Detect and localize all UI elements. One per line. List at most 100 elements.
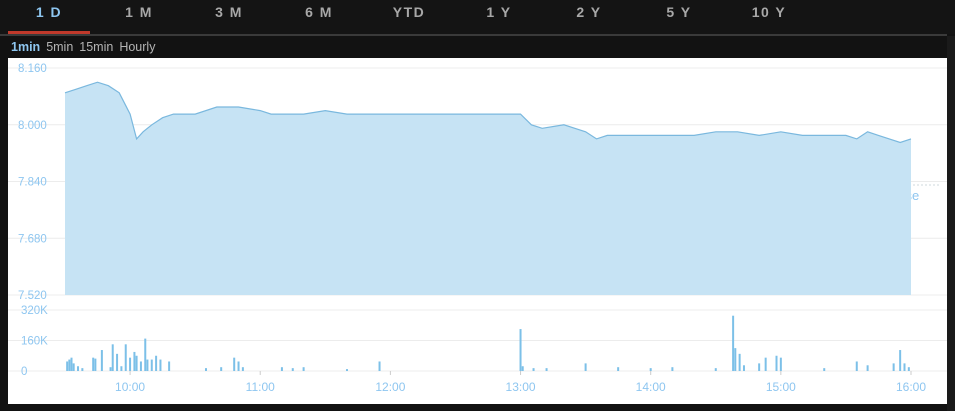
volume-bar — [519, 329, 522, 371]
volume-bar — [738, 353, 741, 371]
tabs-divider — [0, 34, 947, 36]
volume-bar — [649, 368, 652, 371]
volume-bar — [734, 348, 737, 371]
volume-bar — [124, 344, 127, 371]
range-tab-label: 10 Y — [751, 4, 787, 20]
volume-bar — [779, 357, 782, 371]
volume-bar — [72, 363, 75, 371]
range-tab-1d[interactable]: 1 D — [8, 0, 90, 34]
volume-bar — [220, 367, 223, 371]
volume-bar — [617, 367, 620, 371]
volume-bar — [70, 357, 73, 371]
volume-bar — [146, 359, 149, 371]
volume-bar — [775, 355, 778, 371]
volume-bar — [545, 368, 548, 371]
x-tick-label: 10:00 — [115, 380, 145, 394]
volume-bar — [346, 369, 348, 371]
volume-bar — [120, 366, 123, 371]
range-tab-3m[interactable]: 3 M — [188, 0, 270, 34]
price-area — [65, 82, 911, 295]
range-tab-label: 1 D — [35, 4, 63, 20]
volume-bar — [205, 368, 207, 371]
range-tab-ytd[interactable]: YTD — [368, 0, 450, 34]
volume-tick-label: 160K — [21, 336, 48, 348]
volume-bar — [280, 367, 283, 371]
range-tab-label: 1 M — [125, 4, 153, 20]
range-tab-label: 2 Y — [576, 4, 602, 20]
volume-bar — [378, 361, 381, 371]
volume-bar — [903, 363, 906, 371]
volume-bar — [532, 368, 535, 371]
volume-bar — [155, 355, 158, 371]
volume-bar — [144, 338, 147, 371]
x-tick-label: 16:00 — [896, 380, 926, 394]
range-tab-label: 1 Y — [486, 4, 512, 20]
range-tab-1m[interactable]: 1 M — [98, 0, 180, 34]
volume-bar — [233, 357, 236, 371]
x-tick-label: 14:00 — [636, 380, 666, 394]
volume-bar — [291, 368, 294, 371]
x-tick-label: 12:00 — [375, 380, 405, 394]
volume-bar — [68, 359, 71, 371]
volume-bar — [899, 350, 902, 371]
price-line — [64, 81, 912, 144]
interval-tab-15min[interactable]: 15min — [79, 40, 114, 54]
volume-bar — [109, 367, 112, 371]
x-tick-label: 13:00 — [506, 380, 536, 394]
volume-bar — [92, 357, 95, 371]
range-tab-2y[interactable]: 2 Y — [548, 0, 630, 34]
volume-bar — [129, 357, 132, 371]
volume-tick-label: 320K — [21, 305, 48, 317]
volume-bar — [100, 350, 103, 371]
volume-bar — [732, 315, 735, 371]
x-tick-label: 11:00 — [246, 380, 275, 394]
price-tick-label: 7.520 — [18, 290, 47, 302]
volume-bar — [855, 361, 858, 371]
volume-bar — [81, 368, 84, 371]
range-tab-label: 6 M — [305, 4, 333, 20]
volume-bar — [94, 358, 97, 371]
volume-bar — [866, 365, 869, 371]
price-tick-label: 7.680 — [18, 233, 47, 245]
range-tab-5y[interactable]: 5 Y — [638, 0, 720, 34]
volume-bar — [150, 359, 153, 371]
range-tab-label: 3 M — [215, 4, 243, 20]
interval-tab-1min[interactable]: 1min — [11, 40, 41, 54]
volume-bar — [77, 366, 80, 371]
range-tab-label: YTD — [392, 4, 426, 20]
volume-bar — [66, 361, 69, 371]
volume-bar — [823, 368, 826, 371]
volume-bar — [302, 367, 305, 371]
volume-tick-label: 0 — [21, 366, 27, 378]
volume-bar — [133, 351, 136, 371]
price-tick-label: 8.000 — [18, 120, 47, 132]
range-tabs: 1 D 1 M 3 M 6 M YTD 1 Y 2 Y 5 Y 10 Y — [0, 0, 955, 34]
volume-bar — [521, 366, 524, 371]
price-tick-label: 7.840 — [18, 177, 47, 189]
interval-tab-hourly[interactable]: Hourly — [119, 40, 156, 54]
interval-tab-5min[interactable]: 5min — [46, 40, 74, 54]
volume-bar — [111, 344, 114, 371]
volume-bar — [714, 368, 717, 371]
volume-bar — [159, 359, 162, 371]
scrollbar-track[interactable] — [947, 36, 955, 411]
volume-bar — [584, 363, 587, 371]
range-tab-6m[interactable]: 6 M — [278, 0, 360, 34]
volume-bar — [907, 367, 910, 371]
volume-bar — [139, 361, 142, 371]
volume-bar — [758, 363, 761, 371]
interval-tabs: 1min 5min 15min Hourly — [11, 38, 161, 56]
volume-bar — [892, 363, 895, 371]
volume-bar — [135, 355, 138, 371]
range-tab-1y[interactable]: 1 Y — [458, 0, 540, 34]
volume-bar — [237, 361, 240, 371]
volume-bar — [116, 353, 119, 371]
volume-bar — [241, 367, 244, 371]
x-tick-label: 15:00 — [766, 380, 796, 394]
range-tab-10y[interactable]: 10 Y — [728, 0, 810, 34]
volume-bar — [742, 365, 745, 371]
volume-bar — [168, 361, 171, 371]
active-tab-underline — [8, 31, 90, 34]
